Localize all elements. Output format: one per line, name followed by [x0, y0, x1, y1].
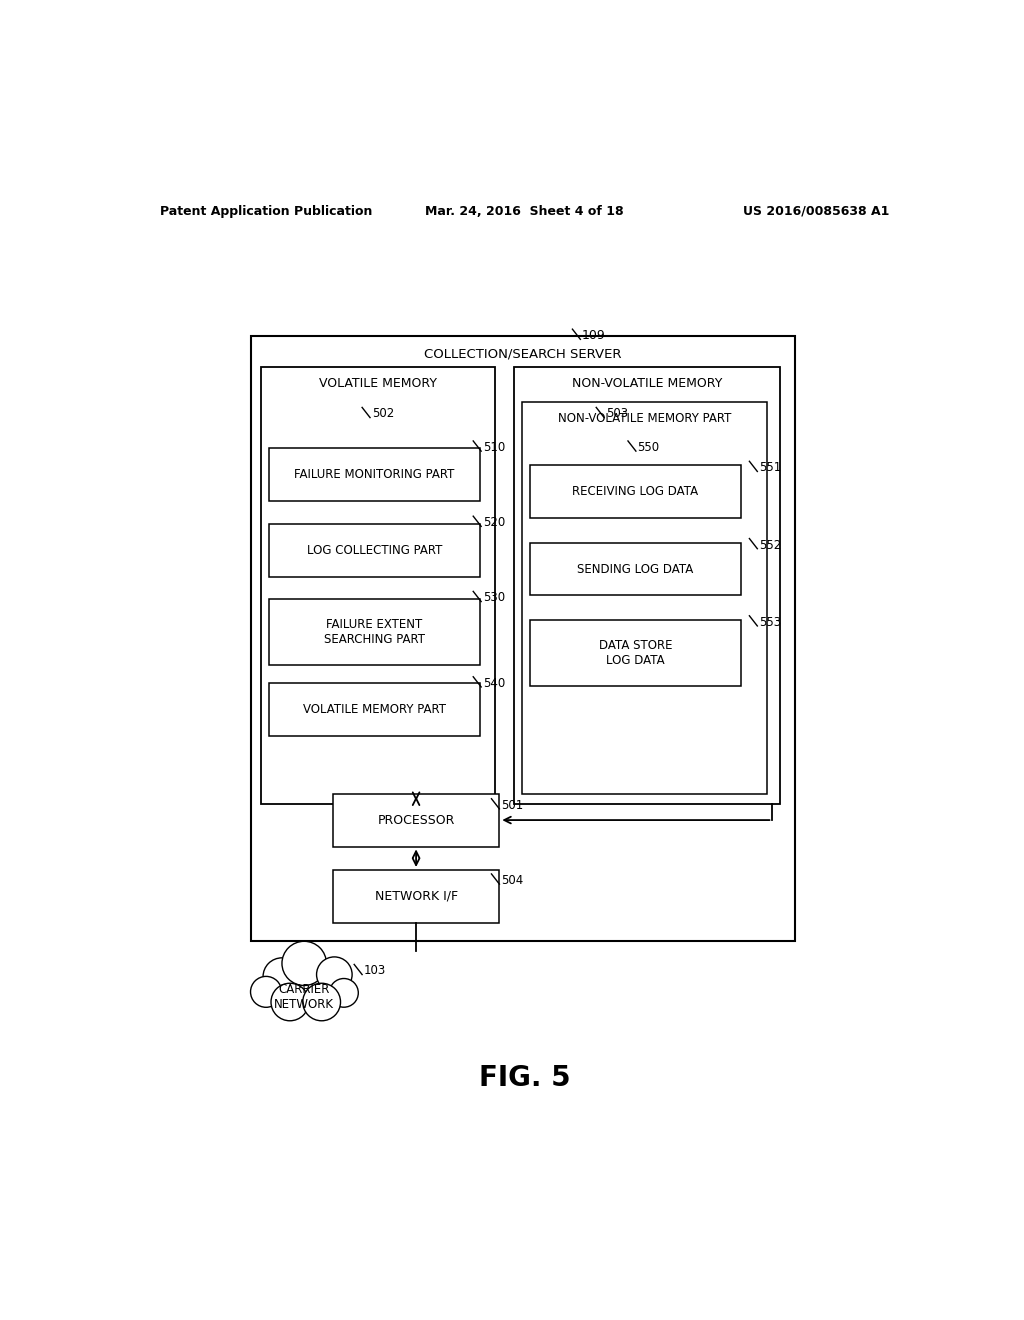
Text: Patent Application Publication: Patent Application Publication	[160, 205, 372, 218]
Text: FAILURE EXTENT
SEARCHING PART: FAILURE EXTENT SEARCHING PART	[324, 618, 425, 645]
Text: NETWORK I/F: NETWORK I/F	[375, 890, 458, 903]
Text: Mar. 24, 2016  Sheet 4 of 18: Mar. 24, 2016 Sheet 4 of 18	[426, 205, 624, 218]
Bar	[514, 367, 780, 804]
Ellipse shape	[316, 957, 352, 993]
Text: 504: 504	[501, 874, 523, 887]
Ellipse shape	[282, 941, 327, 986]
Text: VOLATILE MEMORY PART: VOLATILE MEMORY PART	[303, 702, 445, 715]
Text: 551: 551	[759, 461, 781, 474]
Text: 109: 109	[582, 329, 605, 342]
Text: NON-VOLATILE MEMORY PART: NON-VOLATILE MEMORY PART	[558, 412, 731, 425]
Bar	[530, 543, 740, 595]
Ellipse shape	[271, 983, 309, 1020]
Bar	[269, 598, 479, 664]
Bar	[530, 620, 740, 686]
Bar	[269, 524, 479, 577]
Text: 502: 502	[372, 408, 394, 420]
Text: 520: 520	[482, 516, 505, 529]
Bar	[269, 447, 479, 500]
Text: 540: 540	[482, 677, 505, 690]
Text: 103: 103	[364, 965, 386, 977]
Text: 553: 553	[759, 615, 781, 628]
Text: US 2016/0085638 A1: US 2016/0085638 A1	[743, 205, 890, 218]
Text: 501: 501	[501, 799, 523, 812]
Text: FIG. 5: FIG. 5	[479, 1064, 570, 1092]
Text: RECEIVING LOG DATA: RECEIVING LOG DATA	[572, 486, 698, 498]
Bar	[269, 682, 479, 735]
Text: VOLATILE MEMORY: VOLATILE MEMORY	[319, 376, 437, 389]
Ellipse shape	[251, 977, 282, 1007]
Text: FAILURE MONITORING PART: FAILURE MONITORING PART	[294, 469, 455, 480]
Bar	[333, 870, 500, 923]
Text: LOG COLLECTING PART: LOG COLLECTING PART	[307, 544, 442, 557]
Text: DATA STORE
LOG DATA: DATA STORE LOG DATA	[599, 639, 673, 667]
Bar	[522, 403, 767, 793]
Ellipse shape	[263, 958, 301, 995]
Bar	[251, 337, 795, 941]
Text: SENDING LOG DATA: SENDING LOG DATA	[578, 562, 693, 576]
Text: CARRIER
NETWORK: CARRIER NETWORK	[274, 983, 334, 1011]
Text: 550: 550	[638, 441, 659, 454]
Ellipse shape	[330, 978, 358, 1007]
Text: PROCESSOR: PROCESSOR	[378, 813, 455, 826]
Text: NON-VOLATILE MEMORY: NON-VOLATILE MEMORY	[572, 376, 723, 389]
Bar	[333, 793, 500, 846]
Text: 552: 552	[759, 539, 781, 552]
Text: 503: 503	[606, 408, 628, 420]
Text: 530: 530	[482, 591, 505, 605]
Bar	[261, 367, 496, 804]
Text: 510: 510	[482, 441, 505, 454]
Bar	[530, 466, 740, 519]
Text: COLLECTION/SEARCH SERVER: COLLECTION/SEARCH SERVER	[424, 347, 622, 360]
Ellipse shape	[303, 983, 341, 1020]
